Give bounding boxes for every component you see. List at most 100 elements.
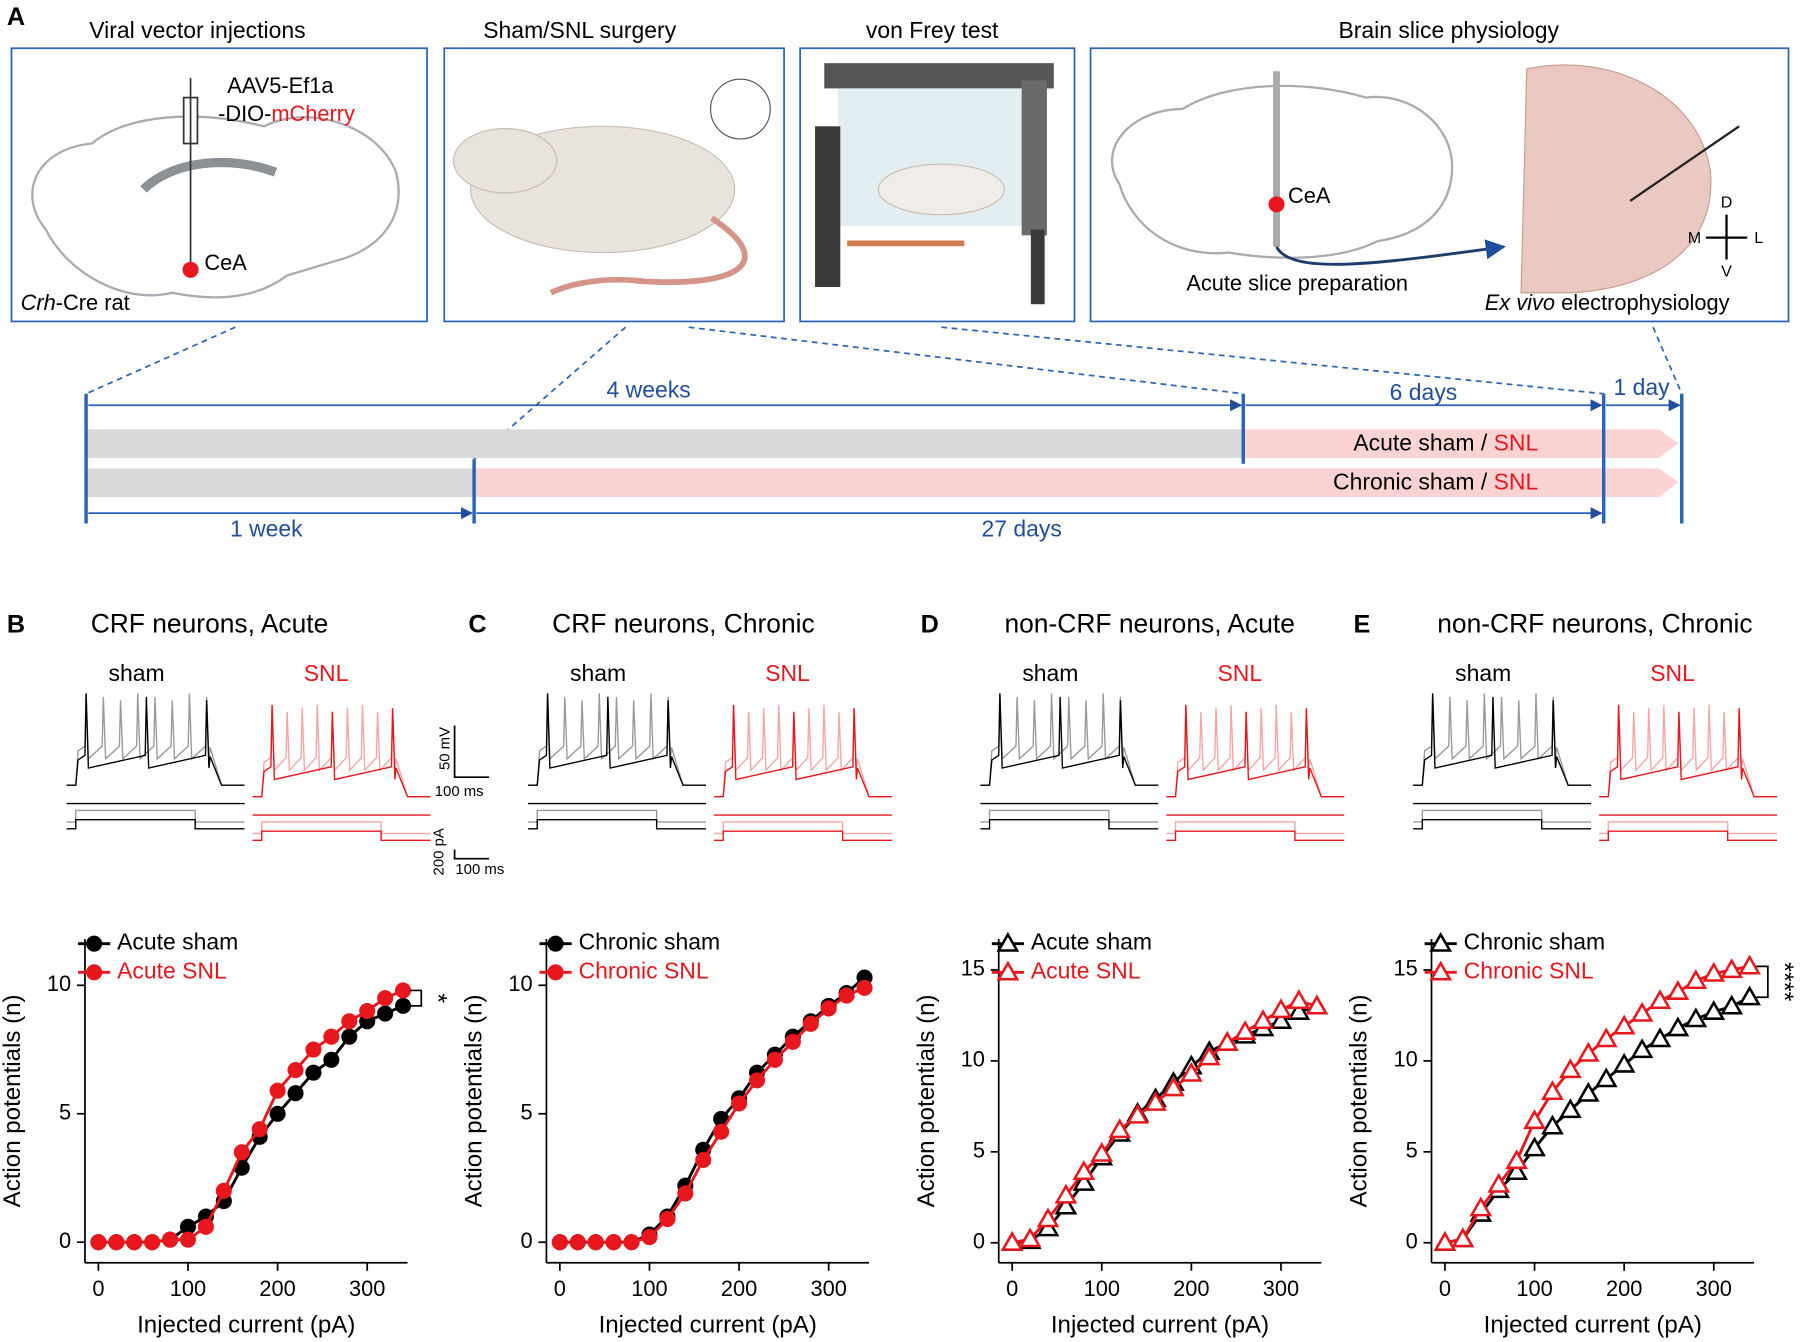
- vector-label: -DIO-mCherry: [218, 101, 355, 126]
- trace-label: SNL: [765, 660, 810, 686]
- marker: [377, 990, 394, 1007]
- series-line: [1444, 995, 1751, 1245]
- marker: [1090, 1141, 1114, 1162]
- marker: [1612, 1014, 1636, 1035]
- chart-title: CRF neurons, Acute: [91, 609, 329, 639]
- marker: [623, 1234, 640, 1251]
- brain-structure: [140, 157, 278, 193]
- marker: [341, 1013, 358, 1030]
- trace: [1166, 704, 1345, 798]
- marker: [144, 1234, 161, 1251]
- legend-marker: [86, 935, 103, 952]
- marker: [1269, 1009, 1293, 1030]
- x-tick-label: 0: [1439, 1276, 1451, 1301]
- x-axis-label: Injected current (pA): [137, 1311, 355, 1338]
- marker: [323, 1051, 340, 1068]
- marker: [1487, 1172, 1511, 1193]
- y-tick-label: 5: [973, 1138, 985, 1163]
- stim: [528, 809, 706, 823]
- timeline-label: 27 days: [982, 515, 1062, 541]
- panel-box: [10, 47, 428, 323]
- group-label: Acute sham / SNL: [1353, 429, 1538, 455]
- series-line: [1011, 999, 1318, 1245]
- marker: [1126, 1103, 1149, 1124]
- x-tick-label: 200: [721, 1276, 757, 1301]
- marker: [179, 1218, 197, 1235]
- marker: [569, 1234, 586, 1251]
- trace: [980, 693, 1159, 786]
- marker: [377, 1005, 394, 1022]
- marker: [1469, 1196, 1493, 1217]
- x-tick-label: 200: [1173, 1276, 1209, 1301]
- marker: [1054, 1194, 1078, 1215]
- marker: [1215, 1030, 1239, 1051]
- box-title: Sham/SNL surgery: [483, 17, 676, 43]
- x-tick-label: 300: [349, 1276, 385, 1301]
- x-axis-label: Injected current (pA): [1051, 1311, 1269, 1338]
- marker: [359, 1002, 376, 1020]
- marker: [1541, 1114, 1564, 1135]
- trace: [714, 704, 892, 798]
- axis-label: M: [1688, 229, 1701, 247]
- y-axis-label: Action potentials (n): [1346, 994, 1373, 1207]
- rat-label: Crh-Cre rat: [21, 290, 130, 315]
- group-label: Chronic sham / SNL: [1333, 468, 1538, 494]
- injection-site: [182, 261, 199, 278]
- stim: [1599, 821, 1778, 835]
- electrode: [1629, 125, 1740, 202]
- sig-bracket: [409, 989, 423, 1007]
- y-axis-label: Action potentials (n): [461, 994, 488, 1207]
- marker: [1720, 994, 1744, 1015]
- marker: [1523, 1109, 1546, 1130]
- rat-body: [877, 163, 1006, 216]
- trace-label: sham: [109, 660, 165, 686]
- vector-text: mCherry: [271, 101, 355, 126]
- rat-tail: [549, 215, 748, 296]
- marker: [1000, 1231, 1024, 1251]
- legend-marker: [1429, 960, 1453, 981]
- trace: [528, 693, 706, 786]
- marker: [233, 1144, 250, 1161]
- marker: [108, 1234, 125, 1251]
- marker: [215, 1182, 232, 1199]
- marker: [305, 1041, 322, 1058]
- marker: [395, 982, 412, 999]
- timeline-label: 4 weeks: [607, 377, 691, 403]
- stim: [1166, 830, 1345, 842]
- x-tick-label: 300: [1696, 1276, 1732, 1301]
- marker: [1251, 1009, 1275, 1030]
- marker: [748, 1072, 766, 1089]
- stim: [528, 818, 706, 830]
- stim: [66, 809, 245, 823]
- region-label: CeA: [1288, 183, 1331, 208]
- trace-label: sham: [1022, 660, 1078, 686]
- scale-label: 100 ms: [455, 861, 504, 878]
- rat-text: -Cre rat: [56, 290, 130, 315]
- chart-title: non-CRF neurons, Acute: [1004, 609, 1294, 639]
- x-axis-label: Injected current (pA): [1484, 1311, 1702, 1338]
- timeline-bar: [1243, 429, 1679, 459]
- marker: [1738, 954, 1761, 975]
- marker: [695, 1151, 712, 1169]
- legend-label: Acute sham: [117, 929, 238, 955]
- marker: [1702, 1000, 1726, 1020]
- stim: [980, 818, 1159, 830]
- marker: [287, 1062, 304, 1079]
- y-tick-label: 5: [1406, 1138, 1418, 1163]
- y-tick-label: 5: [521, 1100, 533, 1125]
- x-tick-label: 200: [1606, 1276, 1642, 1301]
- chamber-leg: [1030, 229, 1045, 305]
- timeline-bar: [86, 429, 1244, 459]
- marker: [341, 1028, 358, 1045]
- x-tick-label: 300: [810, 1276, 846, 1301]
- chart-title: CRF neurons, Chronic: [552, 609, 815, 639]
- marker: [1594, 1027, 1618, 1048]
- timeline-bar: [474, 468, 1679, 498]
- marker: [1702, 961, 1726, 982]
- slice-label: Acute slice preparation: [1186, 270, 1408, 295]
- y-tick-label: 0: [521, 1228, 533, 1253]
- box-title: von Frey test: [866, 17, 999, 43]
- x-axis-label: Injected current (pA): [599, 1311, 817, 1338]
- scale-label: 200 pA: [431, 828, 448, 875]
